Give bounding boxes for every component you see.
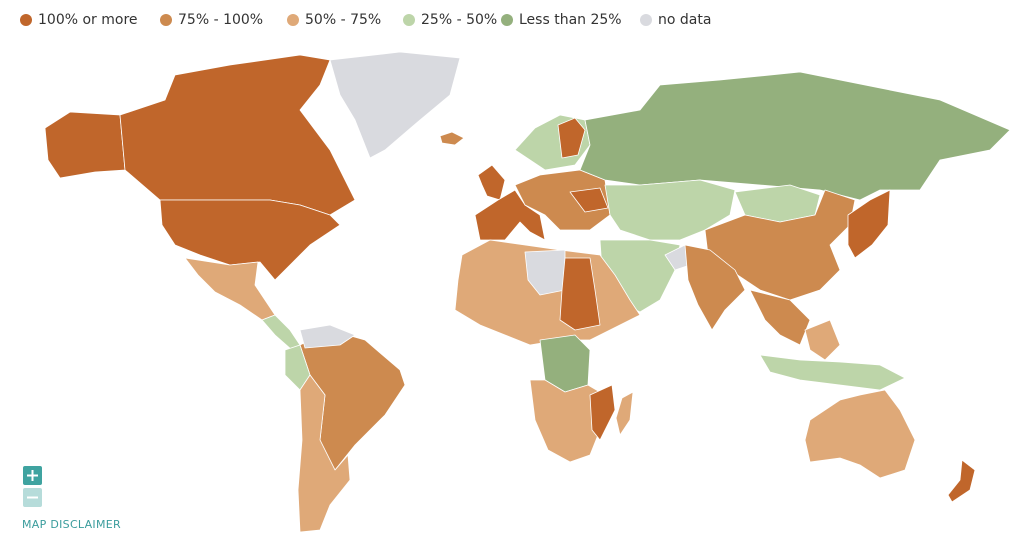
region bbox=[184, 257, 276, 321]
region bbox=[579, 71, 1011, 201]
legend-swatch bbox=[20, 14, 32, 26]
legend-swatch bbox=[640, 14, 652, 26]
legend-label: no data bbox=[658, 12, 711, 28]
region bbox=[477, 164, 506, 201]
region bbox=[947, 459, 976, 503]
legend-swatch bbox=[160, 14, 172, 26]
legend: 100% or more 75% - 100% 50% - 75% 25% - … bbox=[20, 12, 711, 28]
region bbox=[684, 244, 746, 331]
map-disclaimer[interactable]: MAP DISCLAIMER bbox=[22, 518, 121, 531]
region bbox=[514, 169, 611, 231]
region bbox=[159, 199, 341, 281]
legend-label: 75% - 100% bbox=[178, 12, 263, 28]
legend-swatch bbox=[403, 14, 415, 26]
region bbox=[119, 54, 356, 216]
legend-label: Less than 25% bbox=[519, 12, 622, 28]
region bbox=[759, 354, 906, 391]
region bbox=[847, 189, 891, 259]
region bbox=[615, 391, 634, 436]
region bbox=[297, 374, 351, 533]
zoom-in-icon bbox=[27, 470, 38, 481]
region bbox=[569, 187, 609, 213]
region bbox=[589, 384, 616, 441]
region bbox=[524, 249, 566, 296]
legend-label: 50% - 75% bbox=[305, 12, 381, 28]
legend-swatch bbox=[501, 14, 513, 26]
region bbox=[749, 289, 811, 346]
region bbox=[439, 131, 465, 146]
region bbox=[261, 314, 301, 351]
region bbox=[704, 189, 856, 301]
region bbox=[557, 117, 586, 159]
zoom-controls bbox=[23, 466, 42, 507]
region bbox=[474, 189, 546, 241]
region bbox=[804, 319, 841, 361]
legend-label: 100% or more bbox=[38, 12, 138, 28]
region bbox=[804, 389, 916, 479]
legend-label: 25% - 50% bbox=[421, 12, 497, 28]
region bbox=[559, 257, 601, 331]
region bbox=[329, 51, 461, 159]
region bbox=[299, 324, 356, 349]
region bbox=[44, 111, 126, 179]
regions bbox=[44, 51, 1011, 533]
legend-swatch bbox=[287, 14, 299, 26]
